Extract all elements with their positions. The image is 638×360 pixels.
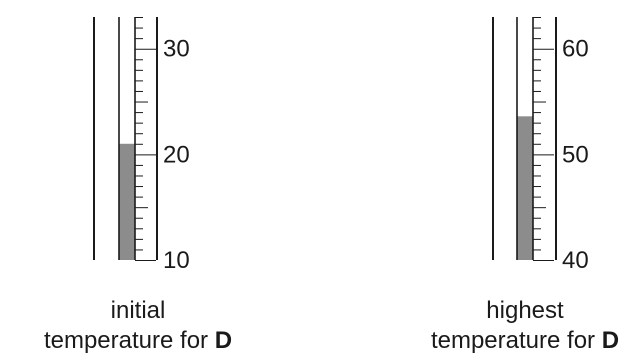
thermometer-initial: 10 20 30	[93, 17, 190, 274]
scale-label: 40	[562, 247, 589, 274]
scale-label: 50	[562, 141, 589, 168]
thermometer-highest: 40 50 60	[492, 17, 589, 274]
fluid-column-highest	[517, 116, 533, 260]
scale-label: 30	[163, 36, 190, 63]
caption-initial-line1: initial	[110, 297, 166, 324]
caption-initial: initial temperature for D	[8, 296, 268, 356]
caption-highest: highest temperature for D	[395, 296, 638, 356]
caption-highest-line2: temperature for D	[395, 326, 638, 356]
caption-highest-prefix: temperature for	[430, 327, 596, 354]
caption-initial-bold: D	[214, 327, 233, 354]
scale-label: 20	[163, 141, 190, 168]
caption-initial-line2: temperature for D	[8, 326, 268, 356]
caption-highest-line1: highest	[486, 297, 564, 324]
fluid-column-initial	[119, 143, 135, 260]
caption-highest-bold: D	[601, 327, 620, 354]
scale-label: 60	[562, 36, 589, 63]
caption-initial-prefix: temperature for	[43, 327, 209, 354]
scale-label: 10	[163, 247, 190, 274]
